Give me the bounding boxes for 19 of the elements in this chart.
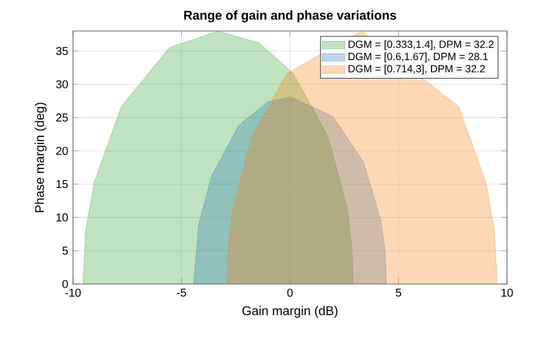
- legend-label: DGM = [0.333,1.4], DPM = 32.2: [348, 40, 494, 50]
- chart-title: Range of gain and phase variations: [184, 10, 396, 22]
- x-axis-title: Gain margin (dB): [242, 306, 338, 318]
- y-tick-label: 5: [62, 246, 68, 255]
- x-tick-label: -10: [65, 288, 81, 297]
- y-tick-label: 35: [56, 46, 68, 55]
- x-tick-label: 10: [502, 288, 513, 297]
- y-tick-label: 15: [56, 180, 68, 188]
- x-tick-label: 5: [396, 288, 402, 297]
- y-tick-label: 30: [56, 80, 68, 88]
- y-axis-title: Phase margin (deg): [34, 102, 47, 212]
- legend-label: DGM = [0.714,3], DPM = 32.2: [348, 64, 485, 74]
- x-tick-label: -5: [176, 288, 186, 297]
- y-tick-label: 10: [56, 213, 68, 222]
- y-tick-label: 20: [56, 146, 68, 155]
- legend-label: DGM = [0.6,1.67], DPM = 28.1: [348, 52, 488, 62]
- y-tick-label: 25: [56, 114, 68, 122]
- y-tick-label: 0: [62, 280, 68, 288]
- x-tick-label: 0: [287, 288, 293, 297]
